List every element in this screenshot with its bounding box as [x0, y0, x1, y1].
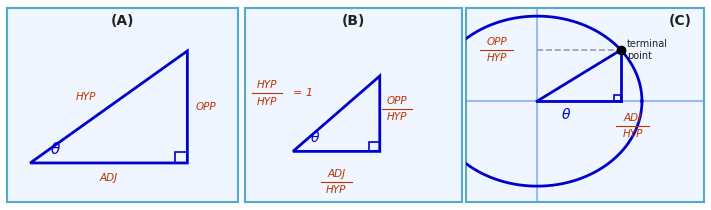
Text: $\theta$: $\theta$: [561, 107, 571, 122]
Text: ADJ: ADJ: [624, 113, 642, 123]
Text: HYP: HYP: [387, 112, 407, 122]
Text: (B): (B): [342, 14, 365, 28]
Text: HYP: HYP: [75, 92, 96, 102]
Text: OPP: OPP: [196, 102, 216, 112]
Text: HYP: HYP: [326, 185, 346, 195]
Text: ADJ: ADJ: [100, 173, 118, 183]
Text: HYP: HYP: [486, 53, 507, 63]
Text: HYP: HYP: [257, 80, 277, 90]
Text: OPP: OPP: [387, 96, 407, 106]
Text: = 1: = 1: [293, 88, 313, 98]
Text: OPP: OPP: [486, 37, 507, 47]
Text: ADJ: ADJ: [327, 169, 346, 179]
Text: $\theta$: $\theta$: [50, 142, 61, 158]
Text: HYP: HYP: [623, 129, 643, 139]
Text: (A): (A): [111, 14, 134, 28]
Text: (C): (C): [668, 14, 692, 28]
Text: $\theta$: $\theta$: [309, 130, 320, 145]
Text: terminal
point: terminal point: [627, 39, 668, 61]
Text: HYP: HYP: [257, 97, 277, 106]
